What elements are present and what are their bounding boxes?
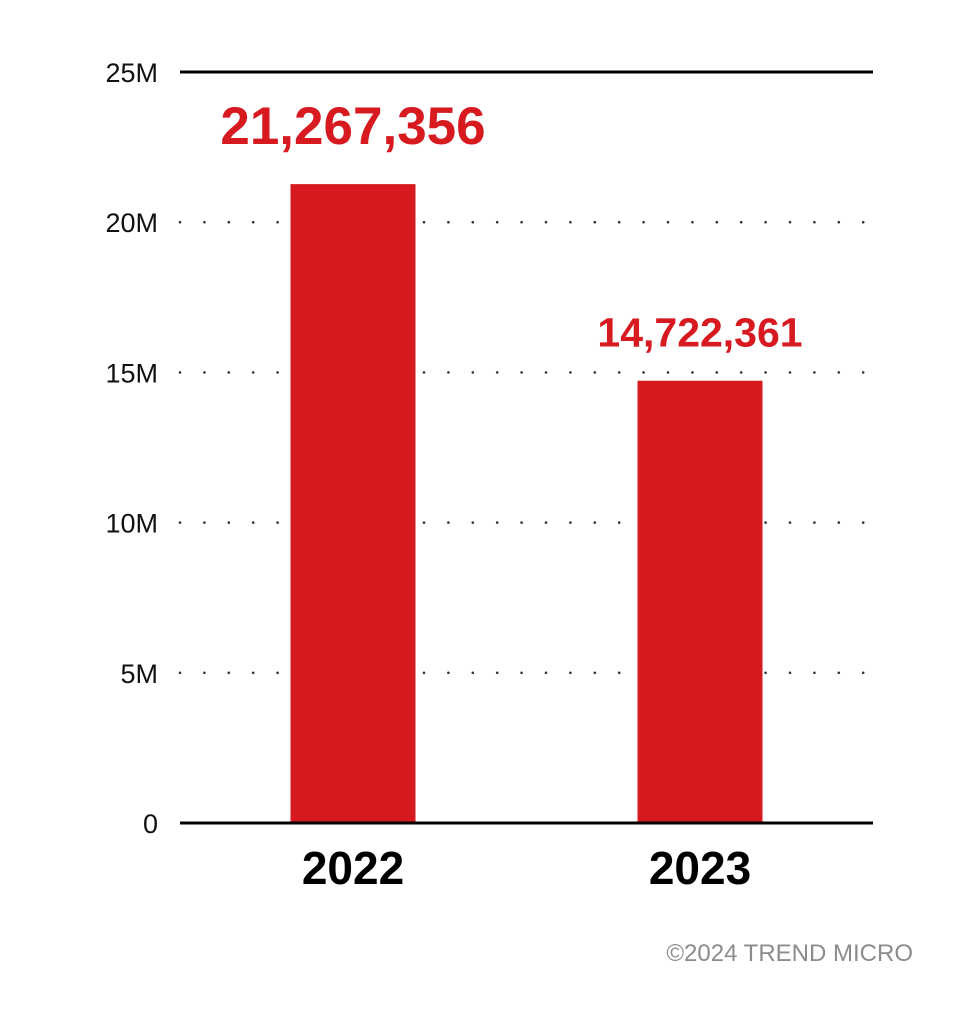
gridlines: [178, 220, 875, 675]
bar-2022: [290, 184, 416, 823]
y-tick-label-20m: 20M: [105, 208, 158, 238]
x-category-label-2022: 2022: [302, 842, 404, 894]
data-labels: 21,267,356 14,722,361: [220, 97, 802, 356]
copyright-text: ©2024 TREND MICRO: [666, 940, 913, 967]
y-tick-label-25m: 25M: [105, 58, 158, 88]
y-tick-label-0: 0: [143, 809, 158, 839]
x-category-label-2023: 2023: [649, 842, 751, 894]
bar-2023: [637, 380, 763, 823]
bars: [290, 184, 763, 823]
x-category-labels: 2022 2023: [302, 842, 751, 894]
y-tick-label-10m: 10M: [105, 509, 158, 539]
data-label-2023: 14,722,361: [597, 310, 802, 356]
y-tick-label-5m: 5M: [120, 659, 158, 689]
data-label-2022: 21,267,356: [220, 97, 485, 156]
axes: [180, 70, 873, 825]
y-tick-label-15m: 15M: [105, 358, 158, 388]
y-tick-labels: 0 5M 10M 15M 20M 25M: [105, 58, 158, 839]
